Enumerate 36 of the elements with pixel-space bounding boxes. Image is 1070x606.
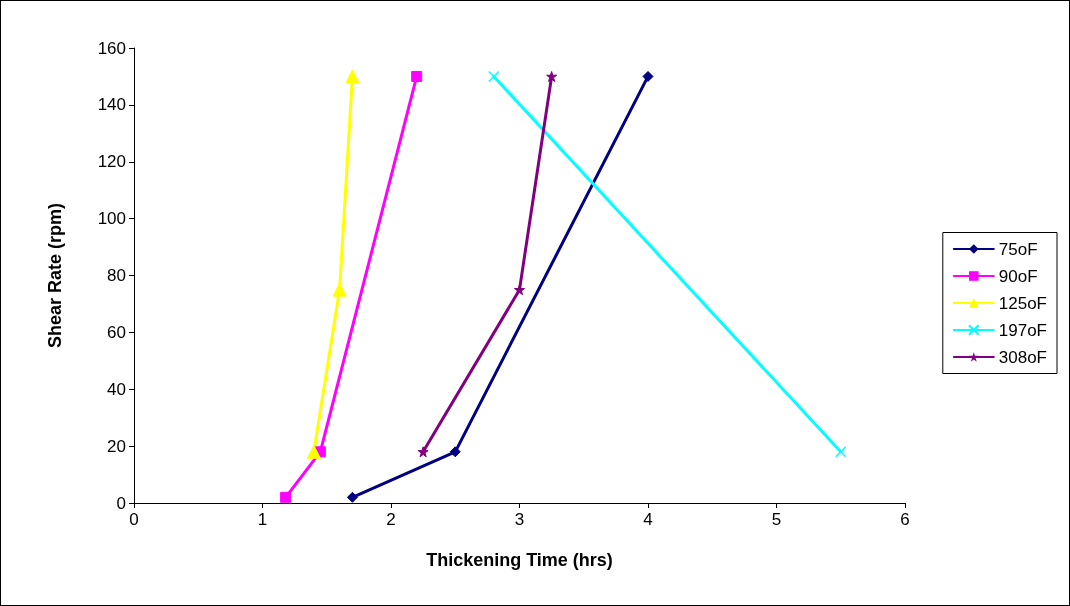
- point: [488, 70, 500, 83]
- x-tick-label: 3: [514, 510, 525, 529]
- y-tick-label: 60: [107, 322, 126, 342]
- point: [449, 446, 461, 458]
- x-axis-title: Thickening Time (hrs): [426, 550, 613, 570]
- point: [345, 69, 360, 84]
- legend-label: 125oF: [998, 293, 1047, 313]
- x-tick-label: 2: [386, 510, 396, 529]
- point: [306, 444, 321, 459]
- point: [546, 70, 558, 82]
- x-tick-label: 0: [129, 510, 139, 529]
- y-tick-label: 140: [97, 95, 126, 115]
- x-tick-label: 1: [257, 510, 268, 529]
- point: [417, 446, 429, 458]
- y-tick-label: 20: [107, 436, 126, 456]
- y-tick-label: 160: [97, 38, 126, 58]
- y-tick-label: 0: [116, 493, 126, 513]
- y-axis-title: Shear Rate (rpm): [45, 202, 65, 349]
- legend-label: 308oF: [998, 347, 1047, 367]
- y-tick-label: 80: [107, 266, 126, 285]
- point: [346, 491, 358, 503]
- legend-label: 197oF: [998, 320, 1047, 340]
- point: [411, 70, 423, 82]
- x-tick-label: 4: [643, 510, 653, 529]
- legend-label: 75oF: [998, 239, 1038, 259]
- point: [514, 284, 525, 296]
- x-tick-label: 6: [900, 510, 910, 529]
- legend-label: 90oF: [998, 266, 1038, 286]
- point: [835, 446, 847, 458]
- point: [332, 282, 347, 297]
- y-tick-label: 40: [107, 379, 126, 399]
- y-tick-label: 100: [97, 209, 126, 229]
- y-tick-label: 120: [97, 152, 126, 172]
- point: [642, 70, 654, 82]
- point: [280, 491, 292, 503]
- x-tick-label: 5: [771, 510, 782, 529]
